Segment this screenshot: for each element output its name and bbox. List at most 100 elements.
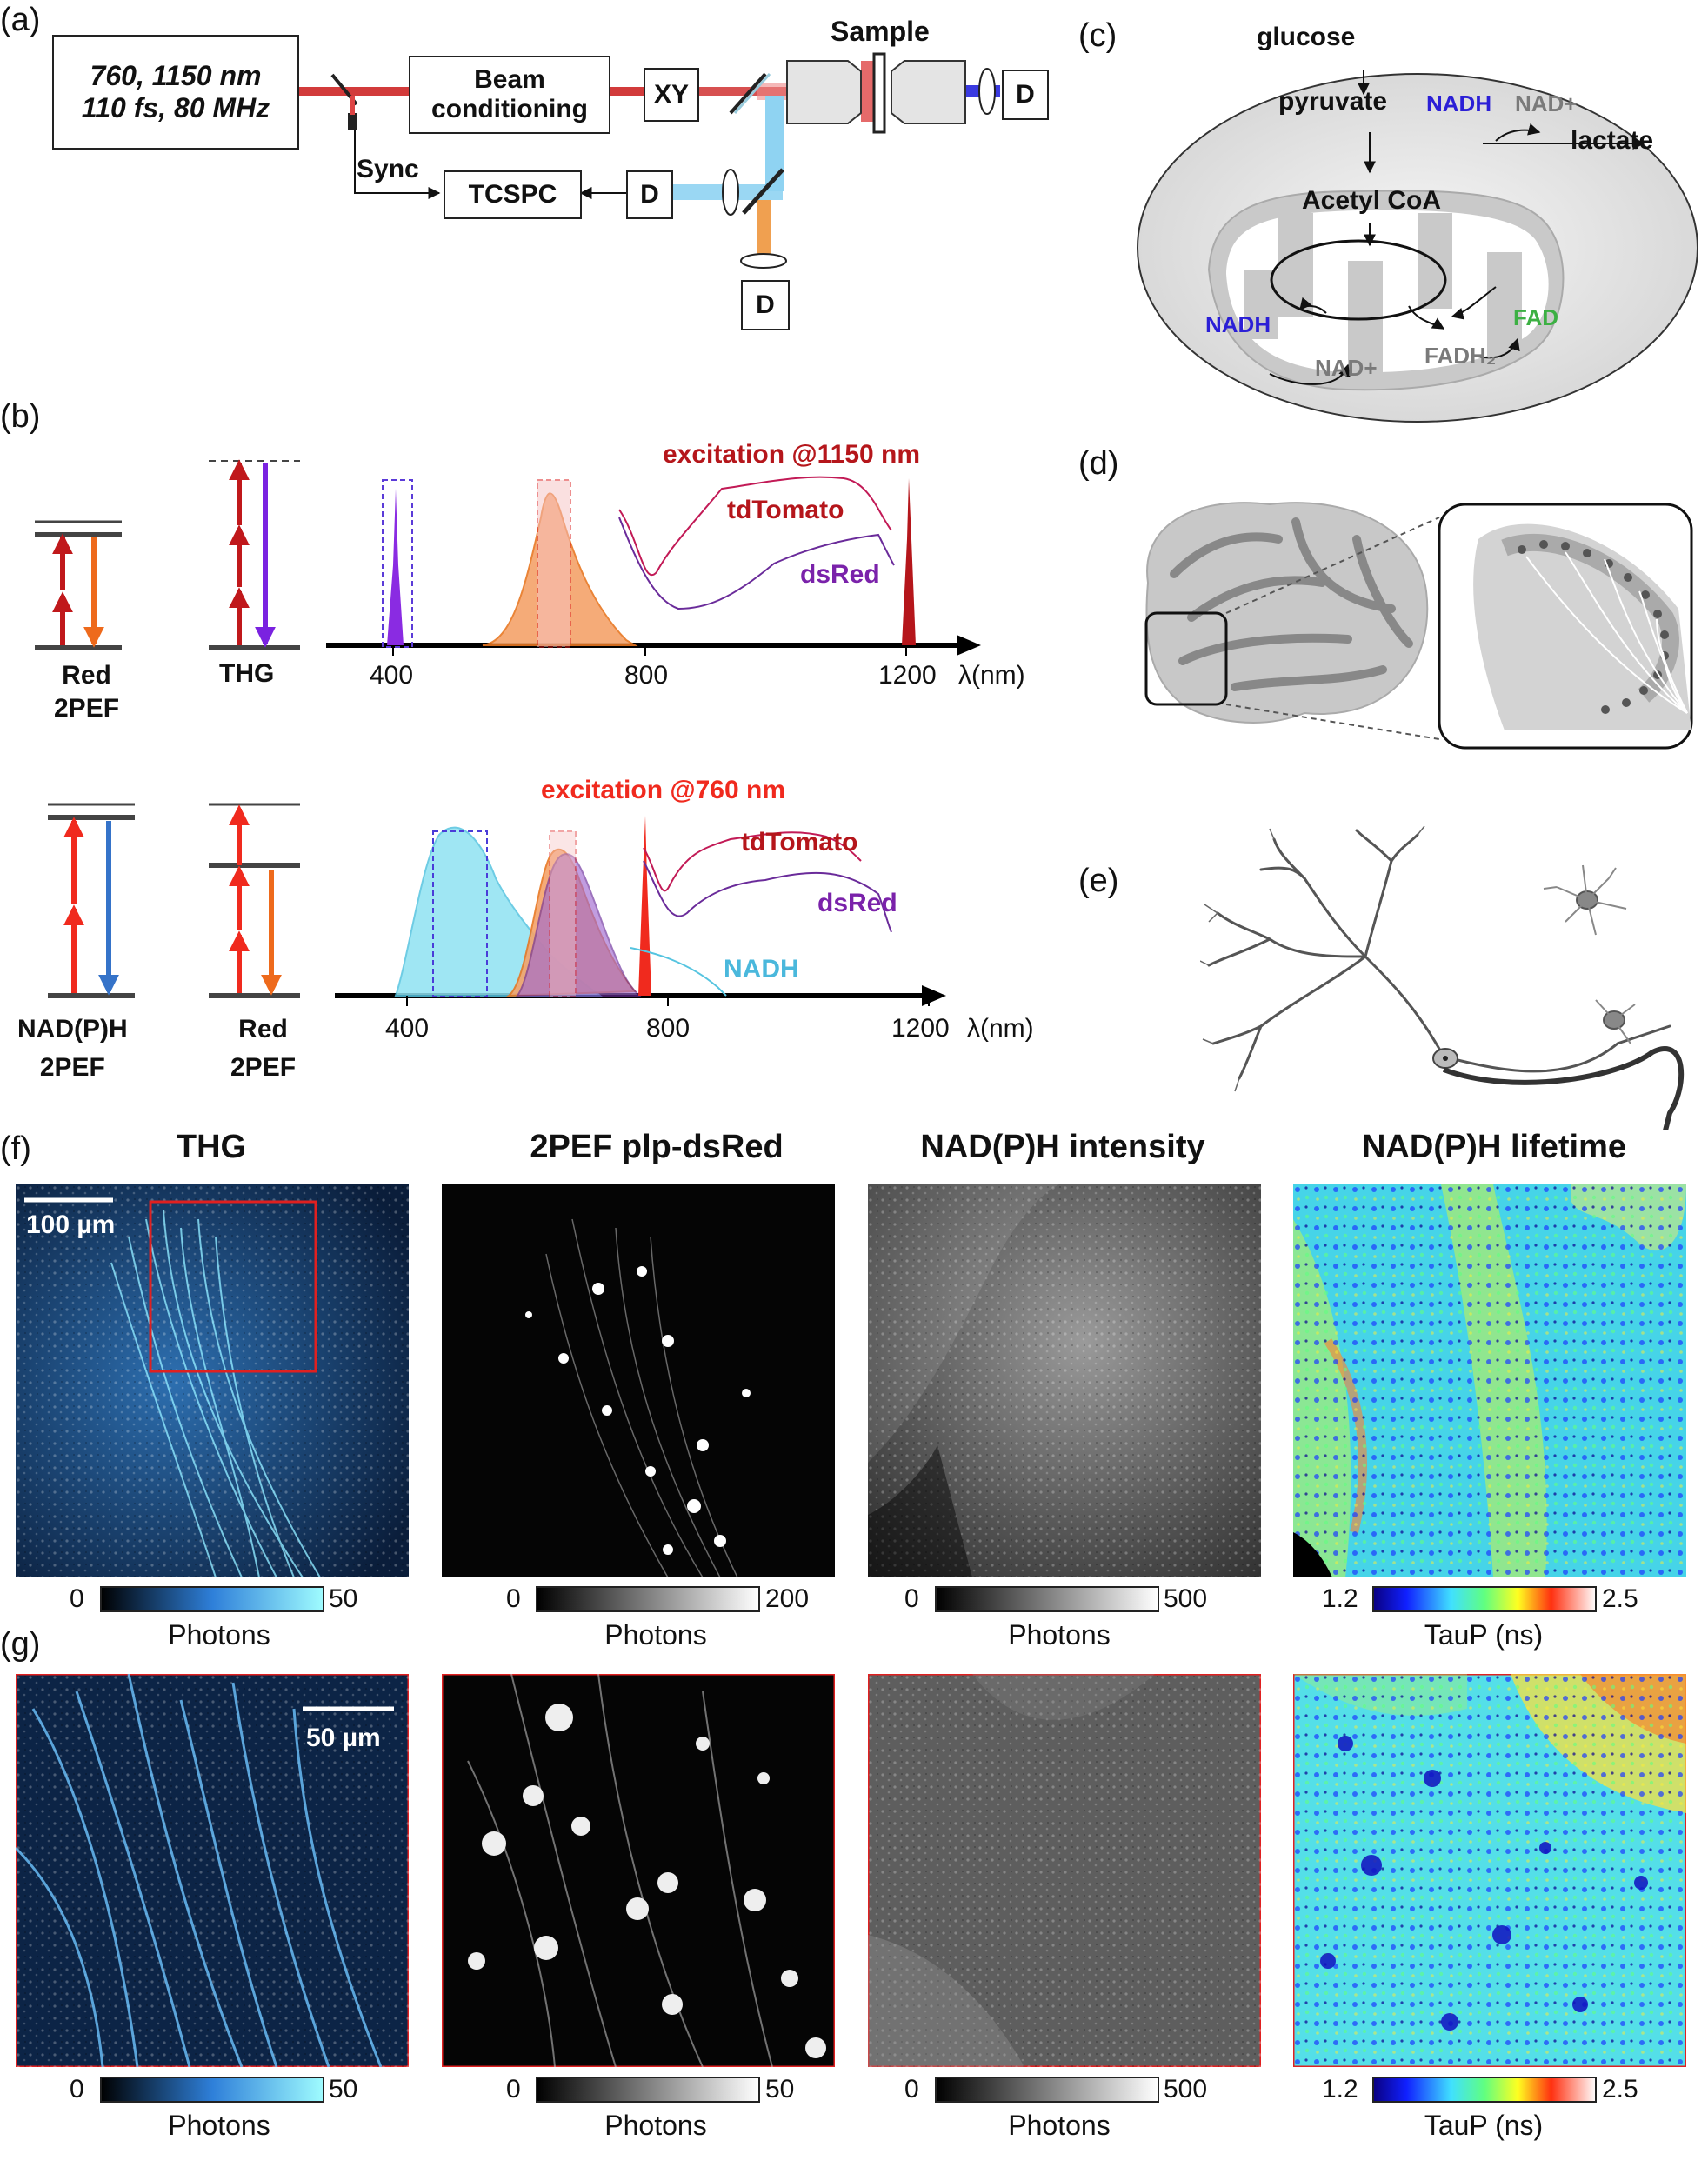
spectra-top-tdtomato: tdTomato — [727, 496, 844, 524]
colorbar-g-nadph-lifetime-min: 1.2 — [1322, 2075, 1358, 2104]
panel-label-g: (g) — [0, 1626, 41, 1663]
image-f-nadph-lifetime — [1293, 1184, 1686, 1577]
tcspc-box: TCSPC — [444, 170, 582, 219]
label-nadph-2pef: NAD(P)H 2PEF — [17, 1010, 128, 1087]
colorbar-f-nadph-lifetime-max: 2.5 — [1602, 1584, 1638, 1613]
spectra-bottom-excitation: excitation @760 nm — [541, 776, 786, 804]
label-nadph-2pef-2: 2PEF — [39, 1053, 105, 1082]
label-red-2pef-top-2: 2PEF — [54, 694, 120, 723]
image-f-thg — [16, 1184, 409, 1577]
label-red-2pef-bottom-2: 2PEF — [230, 1053, 297, 1082]
image-title-2pef: 2PEF plp-dsRed — [530, 1129, 784, 1165]
colorbar-f-thg-max: 50 — [329, 1584, 358, 1613]
colorbar-g-2pef-max: 50 — [765, 2075, 795, 2104]
spectra-bottom-tick-1200: 1200 — [891, 1014, 950, 1043]
label-red-2pef-top-1: Red — [62, 661, 111, 690]
colorbar-g-2pef-label: Photons — [604, 2110, 707, 2141]
cell-metabolism-diagram — [1137, 70, 1698, 423]
spectra-top-tick-800: 800 — [624, 661, 669, 690]
spectra-top-tick-400: 400 — [370, 661, 414, 690]
colorbar-f-thg — [100, 1586, 324, 1612]
met-acetyl: Acetyl CoA — [1302, 186, 1442, 215]
detector-box-right: D — [1002, 70, 1049, 120]
image-g-nadph-intensity — [868, 1674, 1261, 2067]
label-thg: THG — [219, 659, 275, 688]
colorbar-f-nadph-lifetime-label: TauP (ns) — [1424, 1619, 1544, 1651]
panel-label-a: (a) — [0, 2, 41, 38]
scalebar-g-label: 50 µm — [306, 1724, 381, 1752]
colorbar-g-thg-min: 0 — [70, 2075, 84, 2104]
label-red-2pef-bottom: Red 2PEF — [230, 1010, 296, 1087]
colorbar-f-nadph-lifetime — [1372, 1586, 1597, 1612]
label-nadph-2pef-1: NAD(P)H — [17, 1015, 128, 1044]
colorbar-f-nadph-lifetime-min: 1.2 — [1322, 1584, 1358, 1613]
colorbar-f-nadph-intensity-max: 500 — [1164, 1584, 1208, 1613]
detector-box-middle: D — [626, 170, 673, 219]
cerebellum-diagram — [1144, 502, 1693, 750]
spectra-bottom-plot — [335, 816, 946, 1006]
colorbar-g-nadph-lifetime-max: 2.5 — [1602, 2075, 1638, 2104]
laser-line-1: 760, 1150 nm — [90, 60, 262, 91]
panel-label-e: (e) — [1078, 863, 1119, 899]
spectra-bottom-tdtomato: tdTomato — [741, 828, 858, 857]
neuron-diagram — [1200, 826, 1685, 1130]
image-g-2pef — [442, 1674, 835, 2067]
colorbar-g-thg-label: Photons — [168, 2110, 270, 2141]
label-red-2pef-top: Red 2PEF — [54, 659, 119, 725]
colorbar-g-thg-max: 50 — [329, 2075, 358, 2104]
spectra-bottom-nadh: NADH — [724, 955, 799, 984]
sync-label: Sync — [357, 155, 419, 183]
colorbar-f-2pef-label: Photons — [604, 1619, 707, 1651]
met-nad-top: NAD+ — [1515, 90, 1578, 117]
met-pyruvate: pyruvate — [1278, 87, 1388, 116]
spectra-top-tick-1200: 1200 — [878, 661, 937, 690]
met-fadh2: FADH₂ — [1424, 343, 1497, 369]
image-f-nadph-intensity — [868, 1184, 1261, 1577]
panel-label-d: (d) — [1078, 445, 1119, 482]
laser-box: 760, 1150 nm 110 fs, 80 MHz — [52, 35, 299, 150]
met-nad-bottom: NAD+ — [1315, 355, 1378, 381]
spectra-bottom-xlabel: λ(nm) — [967, 1014, 1034, 1043]
met-fad: FAD — [1513, 304, 1558, 330]
beam-line-2: conditioning — [431, 95, 588, 123]
colorbar-g-nadph-intensity-max: 500 — [1164, 2075, 1208, 2104]
image-title-thg: THG — [176, 1129, 247, 1165]
image-g-nadph-lifetime — [1293, 1674, 1686, 2067]
spectra-bottom-tick-400: 400 — [385, 1014, 430, 1043]
colorbar-f-2pef — [536, 1586, 760, 1612]
spectra-top-dsred: dsRed — [800, 560, 880, 589]
spectra-top-excitation: excitation @1150 nm — [663, 440, 921, 469]
colorbar-f-2pef-max: 200 — [765, 1584, 810, 1613]
image-g-thg — [16, 1674, 409, 2067]
colorbar-f-nadph-intensity-label: Photons — [1008, 1619, 1111, 1651]
colorbar-g-2pef — [536, 2077, 760, 2103]
colorbar-f-thg-label: Photons — [168, 1619, 270, 1651]
image-title-nadph-intensity: NAD(P)H intensity — [920, 1129, 1205, 1165]
colorbar-g-thg — [100, 2077, 324, 2103]
xy-scanner-box: XY — [644, 68, 699, 122]
panel-label-b: (b) — [0, 398, 41, 435]
met-nadh-bottom: NADH — [1205, 311, 1271, 337]
met-lactate: lactate — [1571, 126, 1654, 155]
colorbar-f-2pef-min: 0 — [506, 1584, 521, 1613]
colorbar-g-nadph-lifetime-label: TauP (ns) — [1424, 2110, 1544, 2141]
setup-diagram — [296, 52, 1000, 269]
colorbar-g-nadph-intensity — [935, 2077, 1159, 2103]
panel-label-c: (c) — [1078, 17, 1118, 54]
detector-box-bottom: D — [741, 280, 790, 330]
energy-diagrams — [35, 459, 300, 998]
label-red-2pef-bottom-1: Red — [238, 1015, 288, 1044]
colorbar-g-nadph-lifetime — [1372, 2077, 1597, 2103]
colorbar-g-2pef-min: 0 — [506, 2075, 521, 2104]
colorbar-f-thg-min: 0 — [70, 1584, 84, 1613]
spectra-top-xlabel: λ(nm) — [958, 661, 1025, 690]
sample-label: Sample — [831, 16, 930, 47]
beam-conditioning-box: Beam conditioning — [409, 56, 610, 134]
spectra-bottom-dsred: dsRed — [817, 889, 897, 917]
panel-label-f: (f) — [0, 1130, 31, 1167]
spectra-top-plot — [326, 476, 981, 656]
scalebar-f-label: 100 µm — [26, 1210, 116, 1239]
colorbar-f-nadph-intensity-min: 0 — [904, 1584, 919, 1613]
met-nadh-top: NADH — [1426, 90, 1492, 117]
colorbar-f-nadph-intensity — [935, 1586, 1159, 1612]
